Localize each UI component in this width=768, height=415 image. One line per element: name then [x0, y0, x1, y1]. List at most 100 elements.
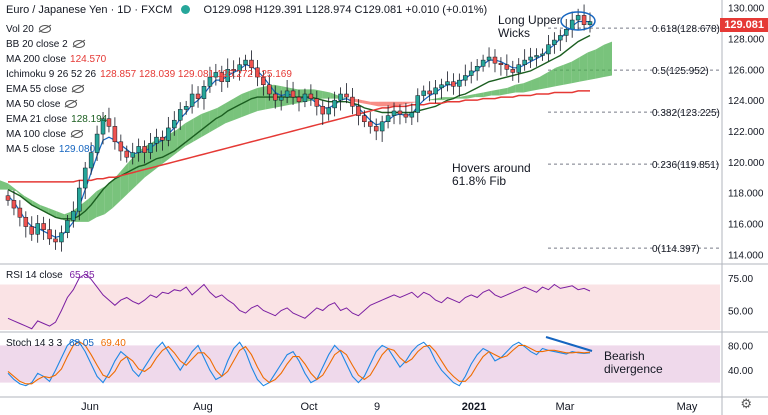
candle-body: [213, 72, 219, 78]
ichimoku-cloud-segment: [104, 180, 113, 215]
price-tick-label: 128.000: [728, 35, 765, 46]
candle-body: [457, 79, 462, 87]
candle-body: [284, 90, 290, 98]
ichimoku-cloud-segment: [8, 183, 17, 192]
eye-hidden-icon[interactable]: [65, 100, 78, 108]
price-tick-label: 122.000: [728, 127, 765, 138]
candle-body: [118, 141, 124, 152]
candle-body: [100, 118, 106, 135]
candle-body: [480, 59, 486, 67]
market-status-icon: [181, 5, 191, 14]
fib-level-label: 0.5(125.952): [652, 66, 709, 77]
candle-body: [29, 226, 35, 235]
ichimoku-cloud-segment: [193, 114, 202, 142]
legend-row[interactable]: MA 50 close: [6, 99, 78, 111]
candle-body: [94, 133, 100, 153]
legend-row[interactable]: MA 100 close: [6, 129, 84, 141]
candle-body: [154, 136, 159, 144]
wicks-highlight-ellipse: [560, 11, 596, 31]
candle-body: [59, 232, 64, 243]
candle-body: [558, 35, 563, 41]
ichimoku-cloud-segment: [603, 41, 612, 78]
time-tick-label: 9: [374, 401, 380, 413]
candle-body: [379, 121, 385, 132]
ichimoku-cloud-segment: [579, 52, 588, 82]
ichimoku-cloud-segment: [547, 67, 556, 88]
legend-row[interactable]: Vol 20: [6, 24, 51, 36]
candle-body: [41, 223, 46, 230]
candle-body: [160, 136, 165, 141]
ichimoku-cloud-segment: [88, 191, 97, 222]
legend-value: 128.857 128.039 129.081 126.272 125.169: [100, 69, 292, 80]
price-tick-label: 130.000: [728, 4, 765, 15]
annotation-divergence: Bearish divergence: [604, 350, 663, 376]
eye-hidden-icon[interactable]: [38, 25, 51, 33]
ohlc-readout: O129.098 H129.391 L128.974 C129.081 +0.0…: [203, 4, 488, 16]
candle-body: [474, 66, 480, 72]
ichimoku-cloud-segment: [257, 86, 266, 111]
price-tick-label: 124.000: [728, 96, 765, 107]
stoch-legend: Stoch 14 3 3 68.05 69.40: [6, 338, 126, 350]
ichimoku-cloud-segment: [112, 171, 121, 209]
candle-body: [427, 90, 432, 95]
rsi-legend-label: RSI 14 close: [6, 270, 63, 281]
time-tick-label: May: [677, 401, 698, 413]
ichimoku-cloud-segment: [595, 44, 604, 79]
candle-body: [552, 39, 557, 45]
legend-row[interactable]: EMA 21 close 128.194: [6, 114, 107, 126]
price-tick-label: 118.000: [728, 189, 764, 200]
legend-row[interactable]: MA 5 close 129.080: [6, 144, 95, 156]
candle-body: [581, 15, 587, 25]
candle-body: [189, 93, 195, 107]
annotation-divergence-text: Bearish divergence: [604, 349, 663, 376]
annotation-fib-hover-text: Hovers around 61.8% Fib: [452, 161, 531, 188]
candle-body: [409, 112, 415, 118]
ichimoku-cloud-segment: [314, 89, 323, 101]
candle-body: [272, 93, 278, 101]
legend-row[interactable]: EMA 55 close: [6, 84, 85, 96]
symbol-title: Euro / Japanese Yen · 1D · FXCM: [6, 4, 173, 16]
ichimoku-cloud-segment: [225, 98, 234, 124]
candle-body: [362, 115, 367, 123]
candle-body: [510, 69, 516, 73]
candle-body: [35, 223, 40, 235]
ichimoku-cloud-segment: [571, 57, 580, 84]
eye-hidden-icon[interactable]: [71, 130, 84, 138]
candle-body: [397, 110, 403, 115]
candle-body: [82, 167, 88, 189]
series-line-ma-200: [8, 90, 590, 183]
candle-body: [439, 84, 444, 89]
candle-body: [344, 93, 349, 98]
ichimoku-cloud-segment: [120, 161, 129, 201]
candle-body: [17, 207, 23, 218]
candle-body: [177, 109, 183, 121]
eye-hidden-icon[interactable]: [72, 85, 85, 93]
candle-body: [237, 64, 242, 72]
legend-label: MA 50 close: [6, 99, 61, 110]
stoch-line-d: [7, 341, 591, 385]
legend-row[interactable]: BB 20 close 2: [6, 39, 85, 51]
gear-icon[interactable]: ⚙: [740, 396, 752, 411]
ichimoku-cloud-segment: [386, 101, 395, 107]
candle-body: [201, 86, 207, 99]
divergence-trend-line: [545, 336, 593, 352]
eye-hidden-icon[interactable]: [72, 40, 85, 48]
legend-row[interactable]: MA 200 close 124.570: [6, 54, 106, 66]
candle-body: [575, 15, 581, 21]
ichimoku-cloud-segment: [531, 77, 540, 91]
candle-body: [563, 29, 569, 36]
ichimoku-cloud-segment: [96, 186, 105, 218]
candle-body: [249, 59, 254, 69]
candle-body: [106, 118, 112, 127]
rsi-tick-label: 75.00: [728, 274, 753, 285]
candle-body: [368, 121, 373, 127]
candle-body: [183, 106, 189, 110]
ichimoku-cloud-segment: [185, 118, 194, 147]
candle-body: [433, 87, 438, 95]
price-tick-label: 126.000: [728, 65, 765, 76]
fib-level-label: 0.618(128.678): [652, 24, 720, 35]
candle-body: [528, 56, 533, 61]
legend-row[interactable]: Ichimoku 9 26 52 26 128.857 128.039 129.0…: [6, 69, 292, 81]
candle-body: [172, 119, 177, 129]
fib-level-label: 0.236(119.851): [652, 160, 719, 171]
